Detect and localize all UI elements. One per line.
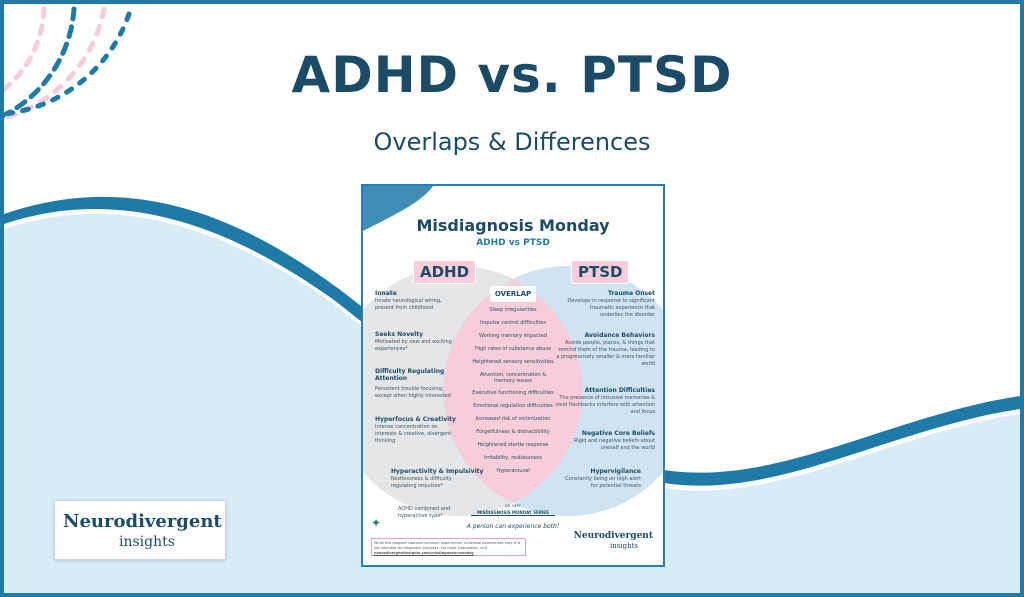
- adhd-item-description: Restlessness & difficulty regulating imp…: [391, 476, 452, 489]
- brand-name: Neurodivergent: [63, 511, 222, 532]
- poster-title: Misdiagnosis Monday: [416, 216, 610, 235]
- adhd-item-heading: Difficulty Regulating Attention: [375, 368, 445, 382]
- adhd-item-heading: Seeks Novelty: [375, 331, 424, 338]
- adhd-item-description: Intense concentration on interests & cre…: [375, 424, 452, 444]
- ptsd-item-description: Constantly being on high alert for poten…: [565, 476, 641, 489]
- ptsd-item-description: Develops in response to significant trau…: [567, 298, 655, 318]
- overlap-region: [443, 279, 583, 503]
- adhd-item-description: Motivated by new and exciting experience…: [375, 339, 452, 352]
- overlap-label: OVERLAP: [490, 286, 536, 302]
- ptsd-item-description: Rigid and negative beliefs about oneself…: [573, 438, 655, 451]
- adhd-item-description: Innate neurological wiring, present from…: [375, 298, 442, 311]
- page-title: ADHD vs. PTSD: [291, 46, 733, 104]
- overlap-item: Forgetfulness & distractibility: [476, 429, 550, 435]
- brand-tagline: insights: [119, 534, 175, 550]
- disclaimer-link[interactable]: neurodivergentinsights.com/misdiagnosis-…: [374, 551, 474, 555]
- ptsd-item-heading: Hypervigilance: [590, 468, 641, 475]
- disclaimer-box: While this diagram captures common exper…: [371, 538, 526, 556]
- overlap-item: Emotional regulation difficulties: [473, 403, 553, 409]
- ptsd-item-heading: Attention Difficulties: [584, 387, 655, 394]
- adhd-item-heading: Hyperfocus & Creativity: [375, 416, 456, 423]
- adhd-footnote: ADHD combined and hyperactive type*: [398, 506, 451, 519]
- series-label: MISDIAGNOSIS MONDAY SERIES: [471, 510, 555, 516]
- background-waves: [4, 6, 1020, 593]
- overlap-item: Heightened sensory sensitivities: [472, 359, 554, 365]
- venn-diagram: [363, 186, 663, 516]
- adhd-item-description: Persistent trouble focusing, except when…: [375, 386, 451, 399]
- overlap-item: Executive functioning difficulties: [472, 390, 554, 396]
- ptsd-item-description: Avoids people, places, & things that rem…: [556, 340, 655, 367]
- adhd-item-heading: Hyperactivity & Impulsivity: [391, 468, 484, 475]
- overlap-item: Attention, concentration & memory issues: [479, 372, 547, 384]
- overlap-item: Impulse control difficulties: [479, 320, 546, 326]
- infographic-poster: Misdiagnosis Monday ADHD vs PTSD ADHD PT…: [361, 184, 665, 567]
- poster-brand-top: Neurodivergent: [573, 531, 653, 541]
- poster-subtitle: ADHD vs PTSD: [476, 238, 550, 248]
- ptsd-item-description: The presence of intrusive memories & viv…: [555, 395, 655, 415]
- ptsd-item-heading: Trauma Onset: [608, 290, 655, 297]
- ptsd-label: PTSD: [571, 260, 630, 284]
- adhd-label: ADHD: [413, 260, 477, 284]
- ptsd-item-heading: Avoidance Behaviors: [584, 332, 655, 339]
- poster-corner-shape: [363, 186, 433, 231]
- overlap-item: High rates of substance abuse: [474, 346, 552, 352]
- overlap-item: Sleep irregularities: [489, 307, 537, 313]
- disclaimer-text: While this diagram captures common exper…: [374, 541, 521, 550]
- ptsd-item-heading: Negative Core Beliefs: [581, 430, 655, 437]
- brand-logo: Neurodivergent insights: [54, 500, 226, 560]
- sparkle-icon: ✦: [371, 516, 382, 530]
- adhd-item-heading: Innate: [375, 290, 397, 297]
- both-note: A person can experience both!: [466, 523, 560, 530]
- overlap-item: Heightened startle response: [477, 442, 549, 448]
- poster-brand-bottom: insights: [610, 542, 638, 550]
- overlap-item: Working memory impacted: [479, 333, 547, 339]
- overlap-item: Irritability, restlessness: [483, 455, 543, 461]
- dashed-arc-decoration: [4, 6, 132, 121]
- overlap-item: Hyperarousal: [496, 468, 530, 474]
- page-subtitle: Overlaps & Differences: [373, 128, 651, 156]
- series-top-label: DR. NEFF: [504, 504, 522, 508]
- overlap-item: Increased risk of victimization: [475, 416, 551, 422]
